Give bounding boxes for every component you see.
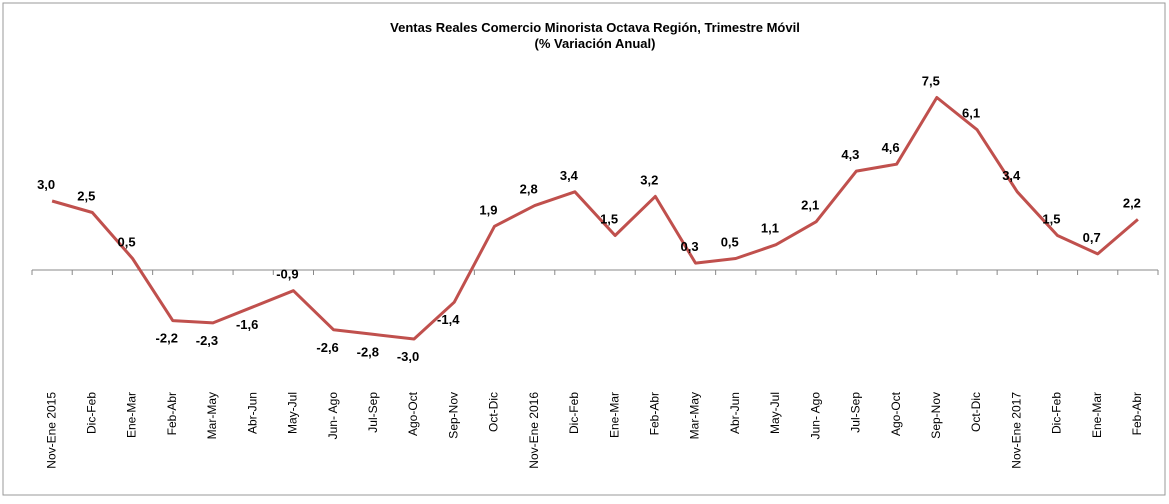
data-label: 4,3 — [841, 147, 859, 162]
data-label: -2,6 — [316, 340, 338, 355]
data-label: 1,5 — [600, 212, 618, 227]
x-tick-label: Sep-Nov — [929, 392, 943, 439]
x-tick-label: Sep-Nov — [446, 392, 460, 439]
x-tick-label: Feb-Abr — [647, 392, 661, 435]
data-label: 0,3 — [680, 239, 698, 254]
data-label: 1,1 — [761, 221, 779, 236]
data-label: 3,0 — [37, 177, 55, 192]
data-label: 3,4 — [560, 168, 579, 183]
x-tick-label: Jul-Sep — [849, 392, 863, 433]
chart-border — [2, 2, 1166, 496]
x-tick-label: Nov-Ene 2016 — [527, 392, 541, 469]
x-tick-label: Oct-Dic — [487, 392, 501, 432]
x-tick-label: Nov-Ene 2017 — [1009, 392, 1023, 469]
x-tick-label: Feb-Abr — [165, 392, 179, 435]
data-label: 1,9 — [479, 202, 497, 217]
x-tick-label: Jun- Ago — [808, 392, 822, 440]
data-label: 1,5 — [1042, 212, 1060, 227]
x-tick-label: Ene-Mar — [1090, 392, 1104, 438]
x-tick-label: Abr-Jun — [728, 392, 742, 434]
data-label: 2,5 — [77, 189, 95, 204]
data-label: -1,4 — [437, 312, 460, 327]
data-label: 2,2 — [1123, 195, 1141, 210]
data-label: -0,9 — [276, 267, 298, 282]
series-line — [51, 96, 1139, 341]
data-label: -2,2 — [156, 331, 178, 346]
data-label: 6,1 — [962, 106, 980, 121]
x-tick-label: Feb-Abr — [1130, 392, 1144, 435]
data-label: 4,6 — [882, 140, 900, 155]
data-label: 3,2 — [640, 172, 658, 187]
x-tick-label: May-Jul — [286, 392, 300, 434]
data-label: 0,5 — [117, 235, 135, 250]
data-label: 0,5 — [721, 235, 739, 250]
data-label: 2,1 — [801, 198, 819, 213]
data-label: 2,8 — [520, 182, 538, 197]
chart-title: Ventas Reales Comercio Minorista Octava … — [390, 20, 800, 35]
x-tick-label: Dic-Feb — [567, 392, 581, 434]
x-tick-label: Ene-Mar — [607, 392, 621, 438]
x-tick-label: Mar-May — [205, 392, 219, 439]
data-label: -3,0 — [397, 349, 419, 364]
x-tick-label: Ago-Oct — [406, 391, 420, 436]
data-label: -2,3 — [196, 333, 218, 348]
x-tick-label: Jul-Sep — [366, 392, 380, 433]
x-tick-label: Oct-Dic — [969, 392, 983, 432]
data-label: 3,4 — [1002, 168, 1021, 183]
data-label: 0,7 — [1083, 230, 1101, 245]
x-tick-label: Dic-Feb — [1050, 392, 1064, 434]
x-tick-label: Ago-Oct — [889, 391, 903, 436]
x-tick-label: Dic-Feb — [84, 392, 98, 434]
chart-subtitle: (% Variación Anual) — [535, 36, 656, 51]
data-label: 7,5 — [922, 74, 940, 89]
x-tick-label: Nov-Ene 2015 — [44, 392, 58, 469]
x-tick-label: Abr-Jun — [245, 392, 259, 434]
data-label: -2,8 — [357, 344, 379, 359]
data-label: -1,6 — [236, 317, 258, 332]
x-tick-label: May-Jul — [768, 392, 782, 434]
x-tick-label: Ene-Mar — [125, 392, 139, 438]
x-tick-label: Mar-May — [688, 392, 702, 439]
x-tick-label: Jun- Ago — [326, 392, 340, 440]
